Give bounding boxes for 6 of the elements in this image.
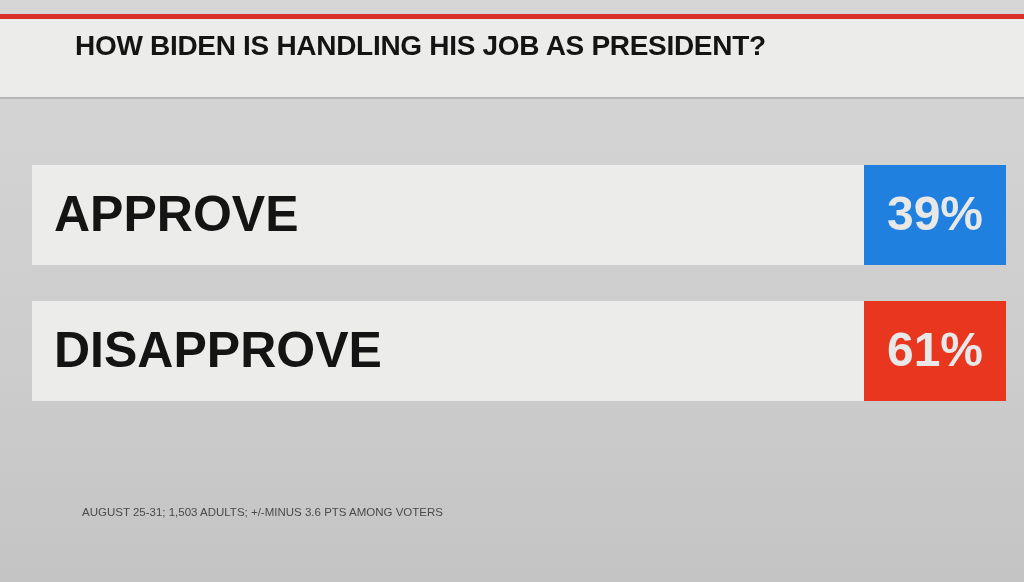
data-label: 61% — [886, 323, 984, 377]
data-label: 39% — [886, 187, 984, 241]
text: AUGUST 25-31; 1,503 ADULTS; +/-MINUS 3.6 PTS AMONG VOTERS — [82, 506, 443, 518]
category-label: DISAPPROVE — [54, 321, 382, 378]
text: HOW BIDEN IS HANDLING HIS JOB AS PRESIDENT? — [75, 30, 766, 62]
category-label: APPROVE — [54, 185, 299, 242]
